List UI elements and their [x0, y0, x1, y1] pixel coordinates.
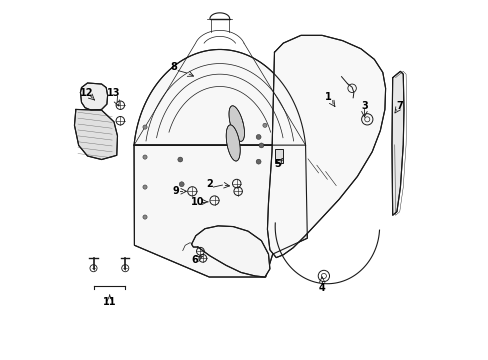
Polygon shape [391, 71, 403, 215]
Circle shape [259, 143, 264, 148]
Circle shape [179, 182, 184, 187]
Polygon shape [228, 106, 244, 141]
Text: 11: 11 [103, 297, 116, 307]
Polygon shape [191, 226, 269, 277]
Polygon shape [226, 125, 240, 161]
Text: 10: 10 [191, 197, 204, 207]
Polygon shape [81, 83, 107, 110]
Circle shape [178, 157, 183, 162]
Text: 1: 1 [325, 92, 331, 102]
Text: 8: 8 [170, 62, 177, 72]
Text: 2: 2 [205, 179, 212, 189]
Circle shape [142, 125, 147, 129]
Circle shape [263, 123, 266, 127]
Text: 12: 12 [80, 87, 93, 98]
Circle shape [142, 185, 147, 189]
FancyBboxPatch shape [274, 149, 283, 163]
Text: 3: 3 [360, 101, 367, 111]
Circle shape [256, 159, 261, 164]
Circle shape [142, 155, 147, 159]
Circle shape [142, 215, 147, 219]
Text: 9: 9 [172, 186, 179, 196]
Polygon shape [267, 35, 385, 258]
Circle shape [256, 135, 261, 139]
Text: 6: 6 [191, 256, 197, 265]
Text: 13: 13 [106, 87, 120, 98]
Text: 7: 7 [396, 101, 402, 111]
Text: 5: 5 [274, 159, 281, 169]
Polygon shape [74, 109, 117, 159]
Text: 4: 4 [318, 283, 325, 293]
Polygon shape [134, 49, 306, 277]
